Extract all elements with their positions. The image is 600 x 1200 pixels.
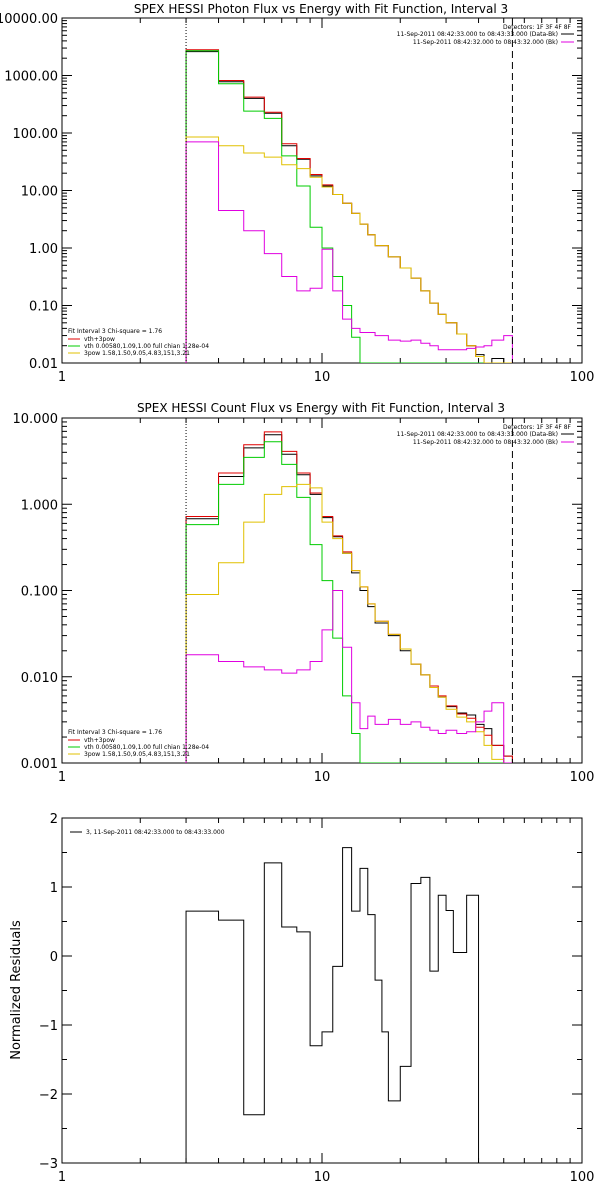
residuals-series-0 bbox=[185, 847, 513, 1163]
photon-flux-y-tick-label: 0.01 bbox=[29, 357, 58, 372]
photon-flux-legend-data-bk: 11-Sep-2011 08:42:33.000 to 08:43:33.000… bbox=[397, 31, 558, 38]
count-flux-legend-bk: 11-Sep-2011 08:42:32.000 to 08:43:32.000… bbox=[413, 439, 558, 446]
residuals-plot-area: 1 10 100 −3 −2 −1 0 1 2 bbox=[39, 812, 595, 1185]
count-flux-x-tick-label: 1 bbox=[58, 770, 66, 785]
count-flux-y-tick-label: 10.000 bbox=[13, 412, 59, 427]
photon-flux-legend-bottom-left: Fit Interval 3 Chi-square = 1.76 vth+3po… bbox=[68, 328, 209, 357]
residuals-y-tick-label: −3 bbox=[39, 1157, 58, 1172]
photon-flux-y-tick-label: 0.10 bbox=[29, 300, 58, 315]
photon-flux-y-tick-label: 100.00 bbox=[13, 127, 59, 142]
count-flux-x-tick-label: 100 bbox=[570, 770, 595, 785]
photon-flux-series-4 bbox=[185, 141, 513, 363]
photon-flux-plot-frame bbox=[61, 17, 583, 364]
count-flux-y-tick-label: 0.001 bbox=[21, 757, 58, 772]
residuals-y-tick-label: −2 bbox=[39, 1088, 58, 1103]
residuals-panel: 1 10 100 −3 −2 −1 0 1 2 Normalized Residuals 3, … bbox=[9, 812, 594, 1185]
photon-flux-legend-total: vth+3pow bbox=[84, 336, 115, 343]
count-flux-legend-detectors: Detectors: 1F 3F 4F 8F bbox=[503, 424, 572, 431]
count-flux-series-0 bbox=[185, 434, 513, 763]
count-flux-x-tick-label: 10 bbox=[314, 770, 331, 785]
count-flux-series-4 bbox=[185, 590, 513, 763]
photon-flux-panel: SPEX HESSI Photon Flux vs Energy with Fi… bbox=[0, 2, 594, 385]
photon-flux-series-2 bbox=[185, 50, 513, 363]
photon-flux-series-group bbox=[185, 49, 513, 363]
photon-flux-x-tick-label: 1 bbox=[58, 370, 66, 385]
photon-flux-legend-top-right: Detectors: 1F 3F 4F 8F 11-Sep-2011 08:42… bbox=[397, 24, 574, 46]
photon-flux-x-tick-label: 10 bbox=[314, 370, 331, 385]
photon-flux-y-tick-label: 10000.00 bbox=[0, 12, 58, 27]
photon-flux-title: SPEX HESSI Photon Flux vs Energy with Fi… bbox=[134, 2, 508, 16]
photon-flux-legend-3pow: 3pow 1.58,1.50,9.05,4.83,151,3.21 bbox=[84, 350, 190, 357]
photon-flux-plot-area: 1 10 100 0.01 0.10 1.00 10.00 100.00 1000.00 1000… bbox=[0, 12, 594, 385]
count-flux-series-2 bbox=[185, 441, 513, 763]
count-flux-legend-data-bk: 11-Sep-2011 08:42:33.000 to 08:43:33.000… bbox=[397, 431, 558, 438]
count-flux-y-tick-label: 0.010 bbox=[21, 671, 58, 686]
residuals-y-axis-label: Normalized Residuals bbox=[9, 920, 24, 1060]
photon-flux-legend-vth: vth 0.00580,1.09,1.00 full chian 1.28e-0… bbox=[84, 343, 209, 350]
count-flux-legend-vth: vth 0.00580,1.09,1.00 full chian 1.28e-0… bbox=[84, 744, 209, 751]
photon-flux-fit-info: Fit Interval 3 Chi-square = 1.76 bbox=[68, 328, 162, 335]
count-flux-legend-bottom-left: Fit Interval 3 Chi-square = 1.76 vth+3po… bbox=[68, 729, 209, 758]
residuals-y-tick-label: 0 bbox=[50, 950, 58, 965]
count-flux-series-group bbox=[185, 431, 513, 763]
count-flux-title: SPEX HESSI Count Flux vs Energy with Fit… bbox=[137, 401, 505, 415]
count-flux-series-1 bbox=[185, 431, 513, 763]
residuals-y-tick-label: 1 bbox=[50, 881, 58, 896]
count-flux-y-tick-label: 0.100 bbox=[21, 585, 58, 600]
residuals-series-group bbox=[185, 847, 513, 1163]
count-flux-legend-top-right: Detectors: 1F 3F 4F 8F 11-Sep-2011 08:42… bbox=[397, 424, 574, 446]
photon-flux-series-0 bbox=[185, 51, 513, 363]
photon-flux-y-tick-label: 1.00 bbox=[29, 242, 58, 257]
photon-flux-y-tick-label: 1000.00 bbox=[4, 70, 58, 85]
residuals-y-tick-label: −1 bbox=[39, 1019, 58, 1034]
residuals-legend-label: 3, 11-Sep-2011 08:42:33.000 to 08:43:33.… bbox=[86, 829, 225, 836]
residuals-plot-frame bbox=[61, 817, 583, 1164]
photon-flux-y-tick-label: 10.00 bbox=[21, 185, 58, 200]
photon-flux-series-3 bbox=[185, 136, 513, 363]
photon-flux-series-1 bbox=[185, 49, 513, 363]
count-flux-legend-total: vth+3pow bbox=[84, 737, 115, 744]
residuals-x-tick-label: 1 bbox=[58, 1170, 66, 1185]
residuals-x-tick-label: 10 bbox=[314, 1170, 331, 1185]
count-flux-y-tick-label: 1.000 bbox=[21, 498, 58, 513]
residuals-x-tick-label: 100 bbox=[570, 1170, 595, 1185]
photon-flux-x-tick-label: 100 bbox=[570, 370, 595, 385]
photon-flux-legend-bk: 11-Sep-2011 08:42:32.000 to 08:43:32.000… bbox=[413, 39, 558, 46]
count-flux-series-3 bbox=[185, 483, 513, 763]
count-flux-fit-info: Fit Interval 3 Chi-square = 1.76 bbox=[68, 729, 162, 736]
photon-flux-legend-detectors: Detectors: 1F 3F 4F 8F bbox=[503, 24, 572, 31]
count-flux-panel: SPEX HESSI Count Flux vs Energy with Fit… bbox=[13, 401, 595, 785]
count-flux-legend-3pow: 3pow 1.58,1.50,9.05,4.83,151,3.21 bbox=[84, 751, 190, 758]
residuals-legend: 3, 11-Sep-2011 08:42:33.000 to 08:43:33.… bbox=[70, 829, 225, 836]
count-flux-plot-area: 1 10 100 0.001 0.010 0.100 1.000 10.000 bbox=[13, 412, 595, 785]
residuals-y-tick-label: 2 bbox=[50, 812, 58, 827]
